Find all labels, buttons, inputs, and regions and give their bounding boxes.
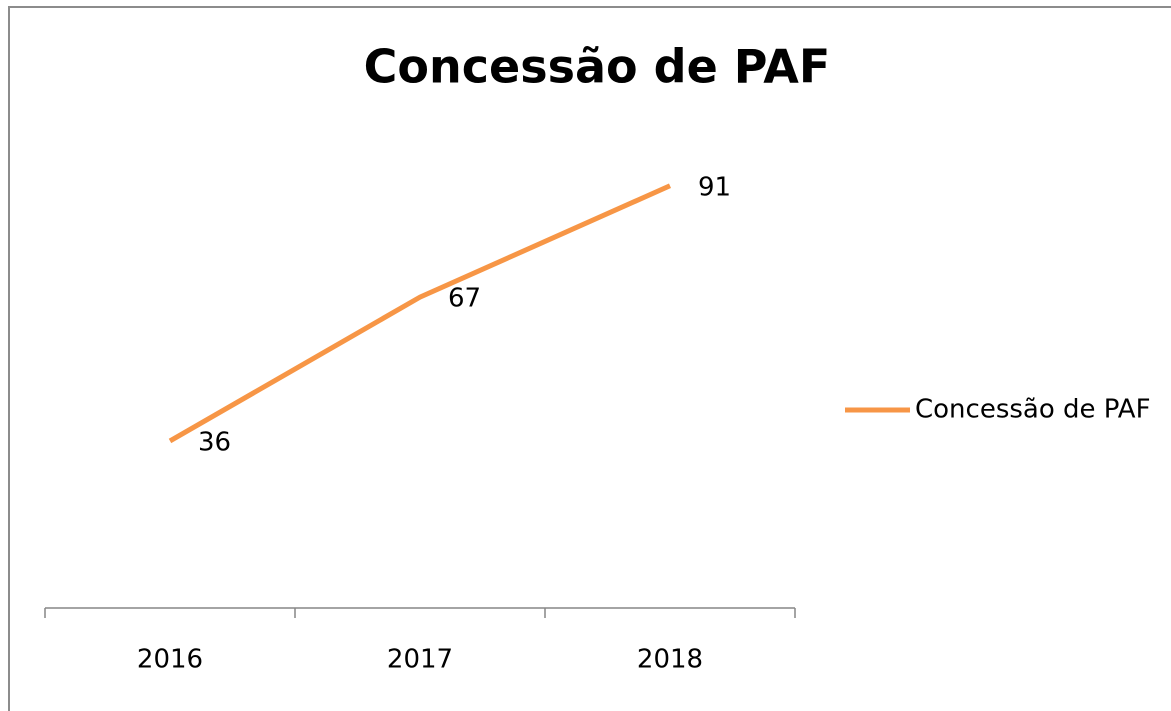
data-label: 91 — [698, 172, 731, 202]
data-label: 67 — [448, 284, 481, 314]
legend-label: Concessão de PAF — [915, 395, 1151, 425]
x-tick-label: 2017 — [387, 645, 453, 675]
data-line — [168, 183, 672, 444]
chart-title: Concessão de PAF — [364, 40, 831, 94]
x-tick-label: 2018 — [637, 645, 703, 675]
x-tick-label: 2016 — [137, 645, 203, 675]
data-label: 36 — [198, 427, 231, 457]
chart-frame — [8, 6, 1171, 711]
